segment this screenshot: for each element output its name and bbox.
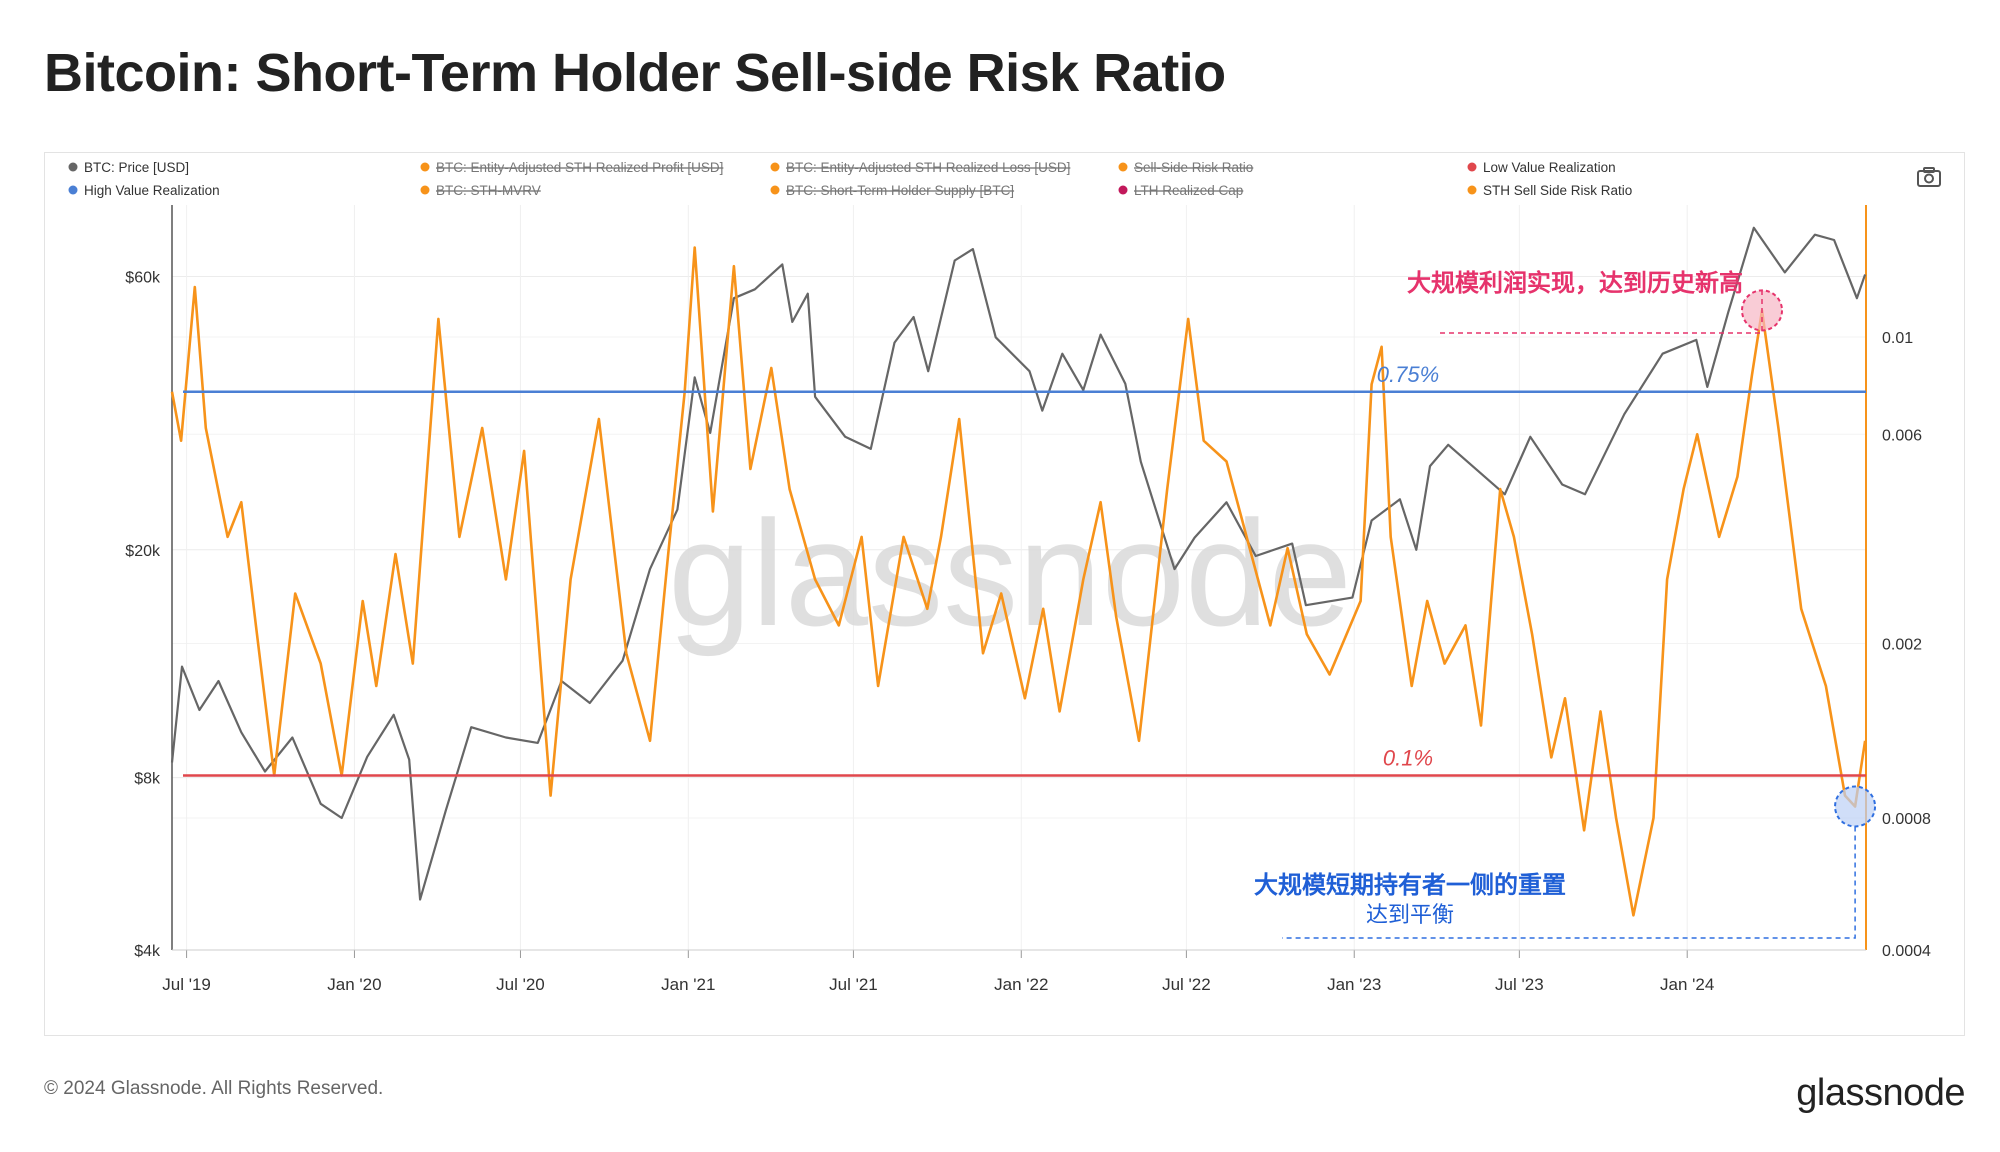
- x-tick-label: Jan '21: [661, 975, 715, 994]
- legend-item-label: STH Sell Side Risk Ratio: [1483, 183, 1632, 198]
- y-right-tick-label: 0.006: [1882, 427, 1922, 444]
- page-title: Bitcoin: Short-Term Holder Sell-side Ris…: [44, 43, 1226, 103]
- low-threshold-label: 0.1%: [1383, 746, 1433, 771]
- y-left-tick-label: $60k: [125, 270, 161, 287]
- legend-item-label: High Value Realization: [84, 183, 220, 198]
- legend-marker: [420, 162, 430, 172]
- camera-icon[interactable]: [1916, 166, 1942, 188]
- sth-sell-side-risk-line: [170, 246, 1867, 917]
- legend: BTC: Price [USD] BTC: Entity-Adjusted STH…: [68, 160, 1632, 198]
- legend-marker: [1467, 162, 1477, 172]
- legend-marker: [420, 185, 430, 195]
- x-tick-label: Jul '23: [1495, 975, 1544, 994]
- legend-item-label: Low Value Realization: [1483, 160, 1616, 175]
- x-tick-label: Jul '19: [162, 975, 211, 994]
- series-layer: [170, 226, 1867, 917]
- x-tick-label: Jul '21: [829, 975, 878, 994]
- legend-item-label: BTC: Entity-Adjusted STH Realized Profit…: [436, 160, 723, 175]
- peak-annotation: 大规模利润实现，达到历史新高: [1407, 269, 1743, 297]
- btc-price-line: [170, 226, 1867, 901]
- y-right-tick-label: 0.01: [1882, 330, 1913, 347]
- copyright: © 2024 Glassnode. All Rights Reserved.: [44, 1078, 384, 1099]
- legend-marker: [68, 185, 78, 195]
- x-tick-label: Jan '20: [327, 975, 381, 994]
- x-tick-label: Jan '23: [1327, 975, 1381, 994]
- legend-marker: [1467, 185, 1477, 195]
- legend-marker: [770, 162, 780, 172]
- legend-item-label: Sell-Side Risk Ratio: [1134, 160, 1253, 175]
- reset-highlight-circle: [1834, 785, 1877, 828]
- legend-item-label: BTC: Entity-Adjusted STH Realized Loss […: [786, 160, 1070, 175]
- x-tick-label: Jan '22: [994, 975, 1048, 994]
- legend-marker: [68, 162, 78, 172]
- y-left-tick-label: $4k: [134, 943, 161, 960]
- legend-marker: [770, 185, 780, 195]
- legend-marker: [1118, 162, 1128, 172]
- high-threshold-label: 0.75%: [1377, 362, 1439, 387]
- x-tick-label: Jan '24: [1660, 975, 1714, 994]
- y-right-tick-label: 0.0008: [1882, 811, 1931, 828]
- reset-annotation-line2: 达到平衡: [1366, 902, 1454, 927]
- axes: $4k $8k $20k $60k 0.0004 0.0008 0.002 0.006 0.01…: [125, 205, 1931, 994]
- y-left-tick-label: $20k: [125, 543, 161, 560]
- x-tick-label: Jul '22: [1162, 975, 1211, 994]
- x-tick-label: Jul '20: [496, 975, 545, 994]
- reset-annotation-line1: 大规模短期持有者一侧的重置: [1254, 871, 1566, 899]
- legend-item-label: BTC: Price [USD]: [84, 160, 189, 175]
- chart-frame: [44, 152, 1965, 1036]
- legend-item-label: LTH Realized Cap: [1134, 183, 1243, 198]
- legend-item-label: BTC: Short-Term Holder Supply [BTC]: [786, 183, 1014, 198]
- y-right-tick-label: 0.002: [1882, 637, 1922, 654]
- reset-callout-line: [1282, 826, 1856, 939]
- y-left-tick-label: $8k: [134, 771, 161, 788]
- legend-marker: [1118, 185, 1128, 195]
- glassnode-logo: glassnode: [1796, 1072, 1965, 1114]
- legend-item-label: BTC: STH-MVRV: [436, 183, 541, 198]
- y-right-tick-label: 0.0004: [1882, 943, 1931, 960]
